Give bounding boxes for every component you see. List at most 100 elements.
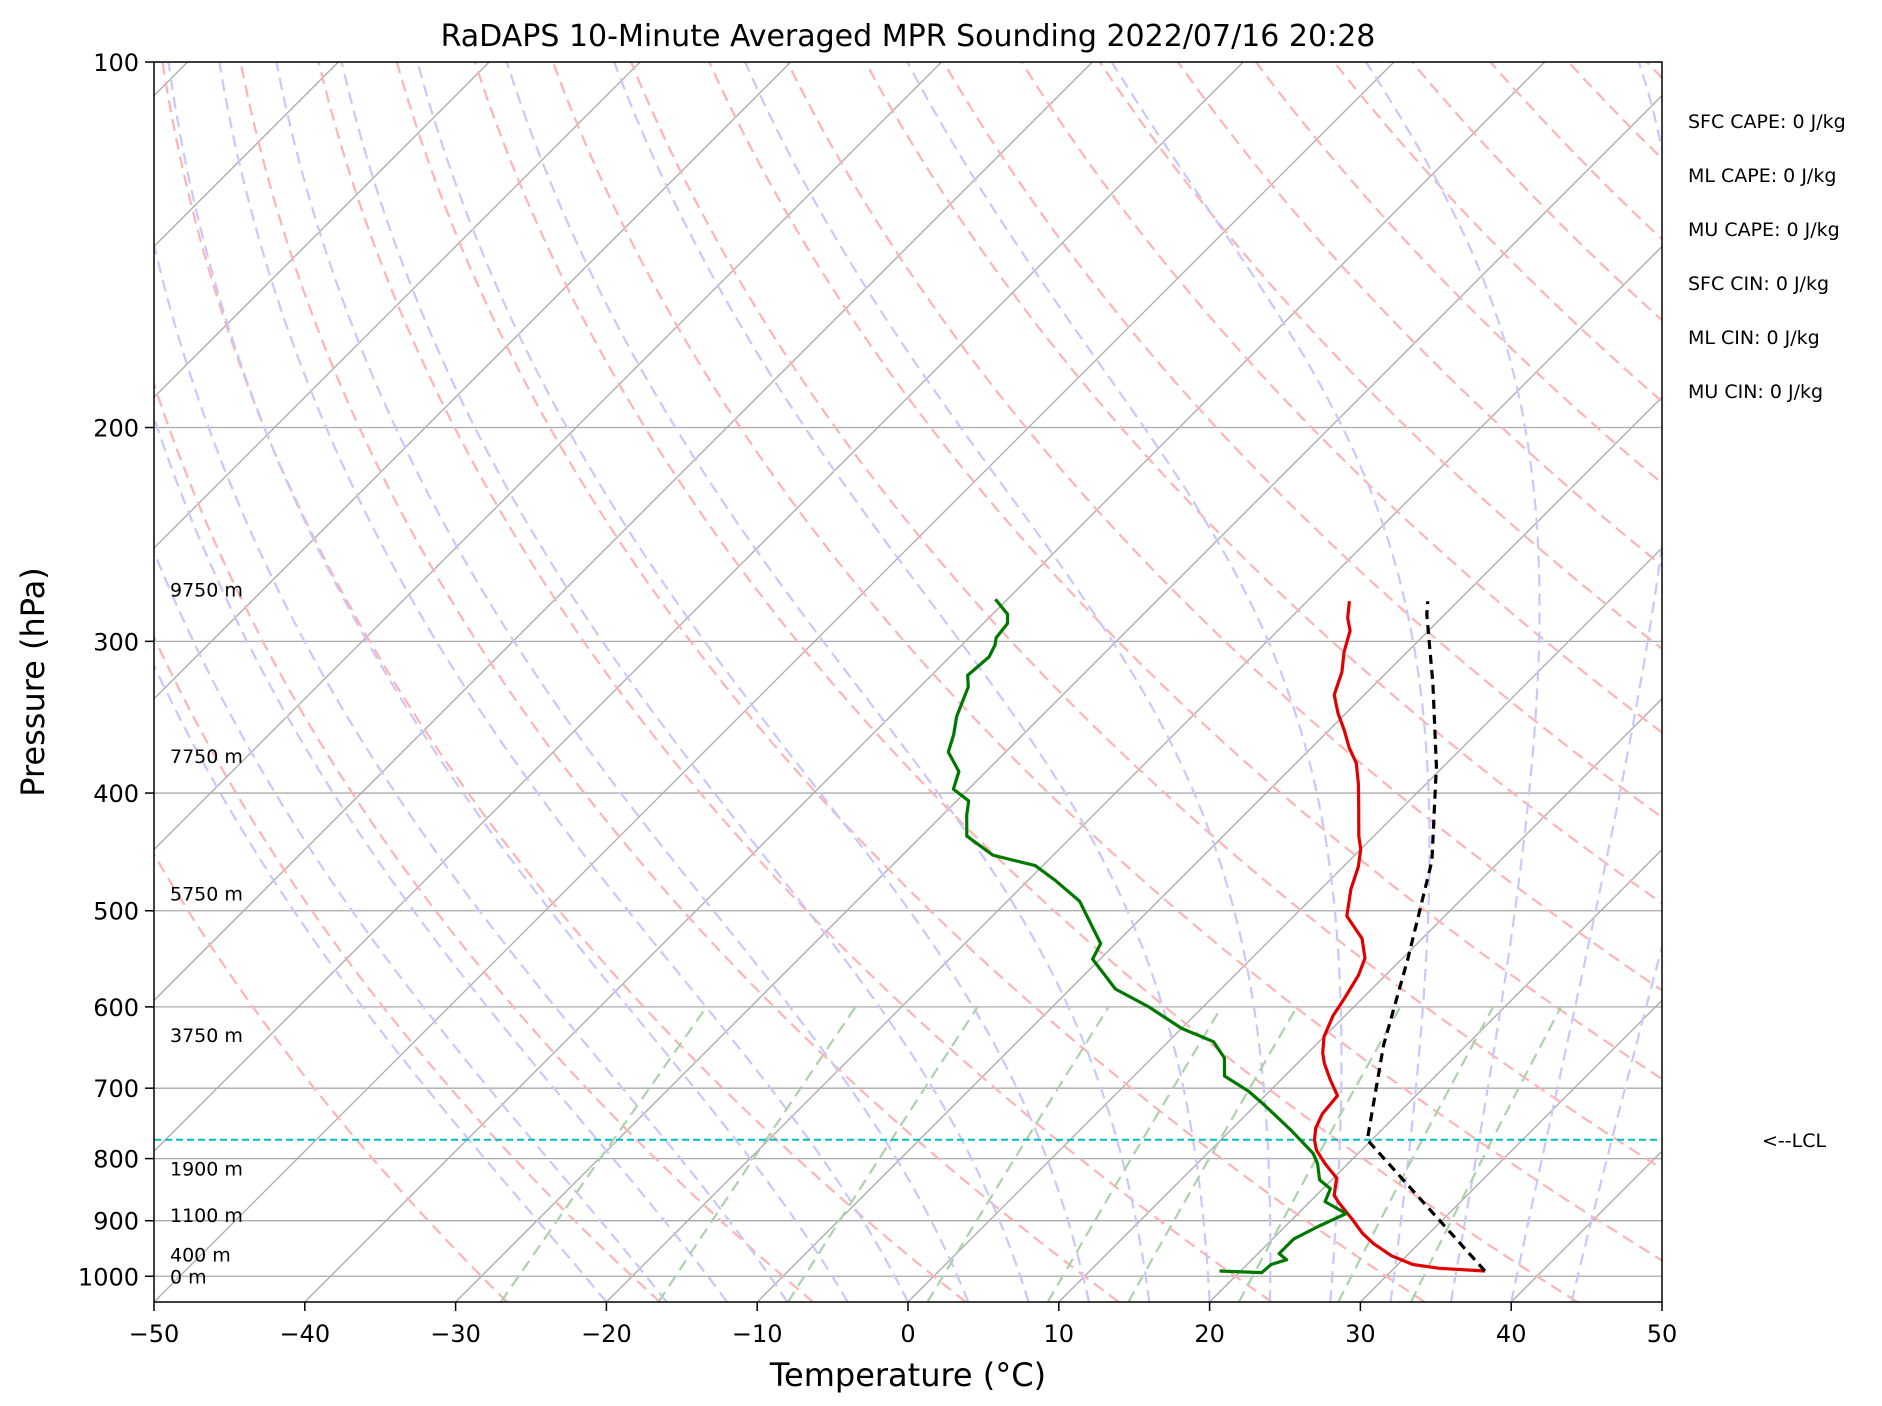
- moist-adiabat-line: [906, 62, 1343, 1302]
- moist-adiabat-line: [167, 62, 849, 1302]
- height-label: 9750 m: [170, 580, 243, 602]
- height-label: 1900 m: [170, 1158, 243, 1180]
- y-axis: 1000 900 800 700 600 500 400 300 200 100: [78, 49, 154, 1291]
- isotherm-line: [1209, 848, 1662, 1302]
- y-tick-label: 600: [93, 994, 139, 1022]
- dry-adiabat-line: [1177, 62, 1662, 567]
- dry-adiabat-line: [154, 634, 661, 1302]
- x-tick-label: −40: [279, 1320, 330, 1348]
- x-tick-label: 10: [1044, 1320, 1075, 1348]
- parcel-profile: [1365, 601, 1487, 1273]
- dry-adiabat-line: [630, 62, 1662, 1171]
- dry-adiabat-line: [1020, 62, 1662, 734]
- dry-adiabat-line: [551, 62, 1662, 1262]
- moist-adiabat-line: [154, 548, 668, 1302]
- dry-adiabat-line: [154, 852, 508, 1302]
- isotherm-line: [1661, 1301, 1662, 1302]
- height-label: 0 m: [170, 1266, 207, 1288]
- moist-adiabat-line: [613, 62, 1211, 1302]
- y-tick-label: 300: [93, 628, 139, 656]
- y-tick-label: 500: [93, 898, 139, 926]
- dewpoint-profile: [946, 598, 1348, 1275]
- isotherm-line: [154, 62, 1395, 1302]
- dry-adiabat-line: [395, 62, 1426, 1302]
- moist-adiabat-line: [340, 62, 1030, 1302]
- moist-adiabat-line: [154, 662, 608, 1302]
- index-label: MU CIN: 0 J/kg: [1688, 381, 1823, 403]
- dry-adiabat-line: [786, 62, 1662, 992]
- index-label: ML CAPE: 0 J/kg: [1688, 165, 1836, 187]
- isotherm-line: [605, 245, 1662, 1302]
- index-label: ML CIN: 0 J/kg: [1688, 327, 1820, 349]
- dry-adiabat-line: [864, 62, 1662, 905]
- y-axis-label: Pressure (hPa): [14, 567, 52, 797]
- moist-adiabat-line: [743, 62, 1272, 1302]
- isotherm-line: [154, 62, 1244, 1153]
- moist-adiabat-line: [154, 239, 789, 1302]
- dry-adiabat-line: [708, 62, 1662, 1081]
- mixing-ratio-line: [1127, 1006, 1298, 1302]
- mixing-ratio-line: [657, 1006, 857, 1302]
- isotherm-line: [1813, 62, 1882, 1302]
- chart-title: RaDAPS 10-Minute Averaged MPR Sounding 2…: [441, 19, 1376, 54]
- thermo-indices: SFC CAPE: 0 J/kg ML CAPE: 0 J/kg MU CAPE: …: [1688, 111, 1846, 403]
- isotherm-line: [154, 62, 490, 399]
- moist-adiabat-line: [416, 62, 1091, 1302]
- dry-adiabat-line: [1645, 62, 1662, 80]
- background-lines: [154, 62, 1882, 1302]
- y-tick-label: 800: [93, 1146, 139, 1174]
- mixing-ratio-line: [926, 1006, 1110, 1302]
- x-tick-label: 40: [1496, 1320, 1527, 1348]
- x-tick-label: −50: [129, 1320, 180, 1348]
- dry-adiabat-line: [1255, 62, 1662, 485]
- dry-adiabat-line: [1098, 62, 1662, 650]
- x-tick-label: −10: [732, 1320, 783, 1348]
- mixing-ratio-line: [1046, 1006, 1223, 1302]
- x-axis-label: Temperature (°C): [769, 1356, 1046, 1394]
- isotherm-line: [154, 62, 943, 851]
- y-tick-label: 100: [93, 49, 139, 77]
- mixing-ratio-line: [787, 1006, 979, 1302]
- dry-adiabat-line: [1725, 62, 1882, 1302]
- x-tick-label: 0: [900, 1320, 915, 1348]
- x-tick-label: 50: [1647, 1320, 1678, 1348]
- dry-adiabat-line: [942, 62, 1662, 819]
- mixing-ratio-line: [499, 1006, 708, 1302]
- x-tick-label: 30: [1345, 1320, 1376, 1348]
- dry-adiabat-line: [1567, 62, 1662, 161]
- isotherm-line: [907, 547, 1662, 1302]
- x-axis: −50 −40 −30 −20 −10 0 10 20 30 40 50: [129, 1302, 1678, 1348]
- height-label: 3750 m: [170, 1025, 243, 1047]
- moist-adiabat-line: [218, 62, 909, 1302]
- y-tick-label: 700: [93, 1075, 139, 1103]
- isotherm-line: [1058, 697, 1662, 1302]
- moist-adiabat-line: [1110, 62, 1431, 1302]
- y-tick-label: 900: [93, 1208, 139, 1236]
- dry-adiabat-line: [239, 62, 1120, 1302]
- mixing-ratio-line: [1337, 1006, 1495, 1302]
- dry-adiabat-line: [1411, 62, 1662, 322]
- moist-adiabat-line: [1570, 942, 1662, 1302]
- height-label: 7750 m: [170, 746, 243, 768]
- dry-adiabat-line: [1489, 62, 1662, 241]
- dry-adiabat-line: [473, 62, 1579, 1302]
- isotherm-line: [154, 62, 641, 549]
- isotherm-line: [1510, 1150, 1662, 1302]
- moist-adiabat-line: [505, 62, 1151, 1302]
- x-tick-label: 20: [1194, 1320, 1225, 1348]
- height-label: 5750 m: [170, 884, 243, 906]
- moist-adiabat-line: [275, 62, 970, 1302]
- dry-adiabat-line: [161, 62, 967, 1302]
- lcl-label: <--LCL: [1762, 1130, 1826, 1152]
- x-tick-label: −30: [430, 1320, 481, 1348]
- isotherm-line: [304, 62, 1546, 1302]
- dry-adiabat-line: [1333, 62, 1662, 403]
- index-label: MU CAPE: 0 J/kg: [1688, 219, 1840, 241]
- height-label: 400 m: [170, 1245, 231, 1267]
- height-label: 1100 m: [170, 1205, 243, 1227]
- y-tick-label: 400: [93, 780, 139, 808]
- moist-adiabat-line: [1365, 62, 1541, 1302]
- moist-adiabat-line: [1510, 62, 1662, 1302]
- x-tick-label: −20: [581, 1320, 632, 1348]
- dry-adiabat-line: [154, 380, 814, 1302]
